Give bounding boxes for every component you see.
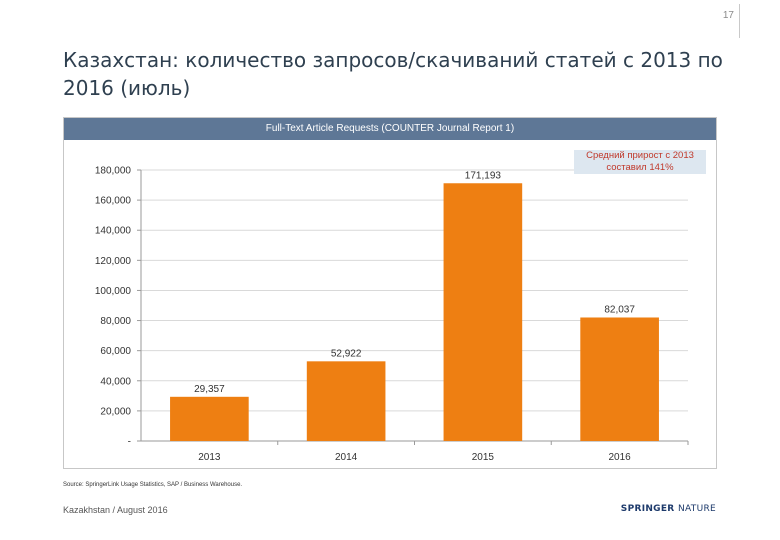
x-tick-label-2013: 2013 (198, 452, 221, 463)
data-label-2014: 52,922 (331, 348, 362, 359)
logo-nature: NATURE (677, 504, 716, 514)
growth-annotation: Средний прирост с 2013 составил 141% (574, 150, 706, 174)
page-number: 17 (722, 10, 734, 21)
y-tick-label: 100,000 (95, 286, 132, 297)
source-note: Source: SpringerLink Usage Statistics, S… (63, 482, 243, 488)
y-tick-label: 80,000 (100, 316, 131, 327)
data-label-2015: 171,193 (465, 170, 502, 181)
data-label-2013: 29,357 (194, 384, 225, 395)
y-tick-label: - (128, 437, 131, 448)
y-tick-label: 40,000 (100, 376, 131, 387)
y-tick-label: 20,000 (100, 406, 131, 417)
bar-2015 (443, 183, 523, 441)
y-tick-label: 180,000 (95, 166, 132, 177)
chart-frame: Full-Text Article Requests (COUNTER Jour… (63, 117, 717, 469)
chart-title: Full-Text Article Requests (COUNTER Jour… (64, 118, 716, 140)
springer-nature-logo: SPRINGER NATURE (621, 504, 716, 514)
bar-2016 (580, 317, 659, 441)
bar-2013 (170, 396, 249, 441)
y-tick-label: 160,000 (95, 196, 132, 207)
x-tick-label-2014: 2014 (335, 452, 358, 463)
bar-2014 (306, 361, 386, 441)
logo-springer: SPRINGER (620, 504, 675, 514)
page-number-divider (739, 4, 740, 38)
x-tick-label-2015: 2015 (472, 452, 495, 463)
data-label-2016: 82,037 (604, 304, 635, 315)
x-tick-label-2016: 2016 (609, 452, 632, 463)
footer-caption: Kazakhstan / August 2016 (63, 505, 168, 515)
slide-title: Казахстан: количество запросов/скачивани… (63, 48, 723, 100)
y-tick-label: 140,000 (95, 226, 132, 237)
y-tick-label: 120,000 (95, 256, 132, 267)
y-tick-label: 60,000 (100, 346, 131, 357)
